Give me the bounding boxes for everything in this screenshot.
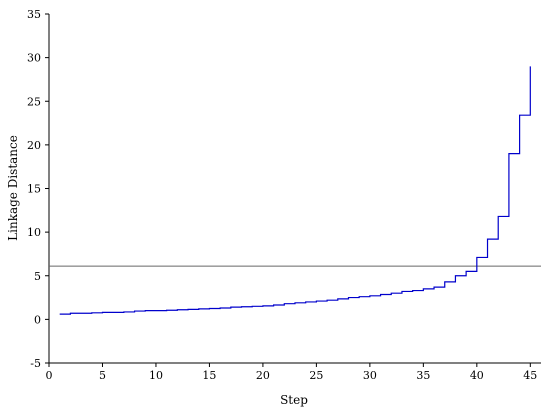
y-tick-label: 35 — [27, 8, 41, 21]
x-tick-label: 15 — [202, 369, 216, 382]
x-tick-label: 40 — [470, 369, 484, 382]
y-tick-label: 20 — [27, 139, 41, 152]
marks-layer — [49, 66, 541, 314]
y-tick-label: 0 — [34, 313, 41, 326]
x-tick-label: 20 — [256, 369, 270, 382]
y-tick-label: 10 — [27, 226, 41, 239]
x-axis-label: Step — [280, 393, 308, 407]
x-tick-label: 10 — [149, 369, 163, 382]
y-tick-label: 15 — [27, 183, 41, 196]
x-tick-label: 35 — [416, 369, 430, 382]
y-axis-label: Linkage Distance — [6, 135, 20, 241]
y-tick-label: 30 — [27, 52, 41, 65]
x-tick-label: 25 — [309, 369, 323, 382]
axes-layer: -5 0 5 10 15 20 25 30 35 0 5 10 15 20 25 30 35 40 45 — [27, 8, 541, 382]
series-step-line — [60, 66, 531, 314]
x-tick-label: 45 — [523, 369, 537, 382]
x-tick-label: 5 — [99, 369, 106, 382]
x-tick-label: 30 — [363, 369, 377, 382]
y-tick-label: 5 — [34, 270, 41, 283]
x-tick-label: 0 — [46, 369, 53, 382]
y-tick-label: 25 — [27, 95, 41, 108]
y-tick-label: -5 — [30, 357, 41, 370]
